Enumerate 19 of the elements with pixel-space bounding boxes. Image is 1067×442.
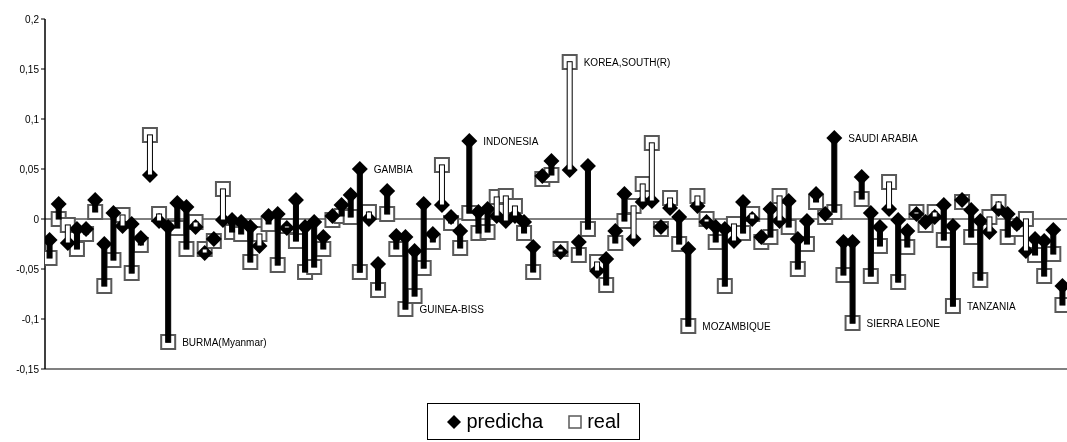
data-label: KOREA,SOUTH(R) bbox=[583, 57, 671, 68]
y-tick-label: 0,05 bbox=[19, 163, 40, 175]
y-tick-label: 0,2 bbox=[25, 13, 40, 25]
y-tick-label: 0,1 bbox=[25, 113, 40, 125]
y-tick-label: 0,15 bbox=[19, 63, 40, 75]
y-tick-label: 0 bbox=[33, 213, 40, 225]
data-label: GAMBIA bbox=[373, 164, 414, 175]
data-label: SAUDI ARABIA bbox=[848, 133, 919, 144]
data-label: MOZAMBIQUE bbox=[702, 321, 771, 332]
y-tick-label: -0,15 bbox=[16, 363, 40, 375]
data-label: TANZANIA bbox=[966, 301, 1016, 312]
y-tick-label: -0,1 bbox=[21, 313, 40, 325]
legend-label: predicha bbox=[465, 410, 544, 433]
y-tick-label: -0,05 bbox=[16, 263, 40, 275]
data-label: BURMA(Myanmar) bbox=[182, 337, 267, 348]
legend-label: real bbox=[586, 410, 621, 433]
data-label: GUINEA-BISS bbox=[419, 304, 485, 315]
data-label: INDONESIA bbox=[483, 136, 539, 147]
data-label: SIERRA LEONE bbox=[866, 318, 941, 329]
